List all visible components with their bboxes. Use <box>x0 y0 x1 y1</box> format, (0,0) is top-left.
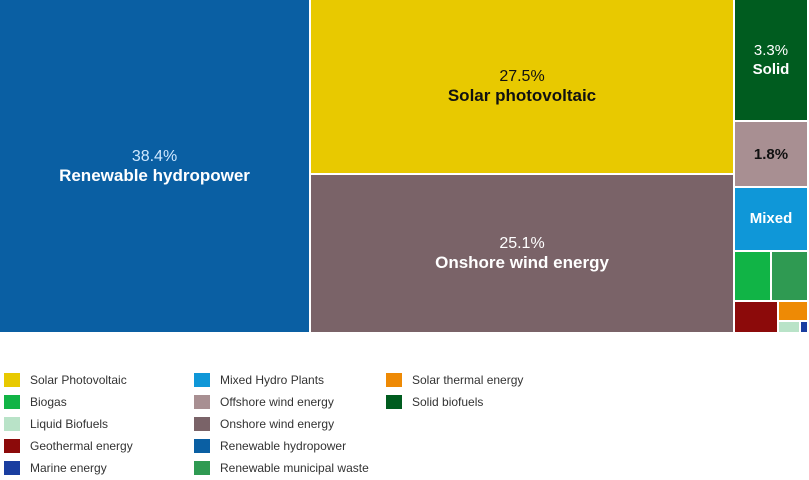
tile-name-label: Mixed <box>749 210 793 227</box>
treemap-tile-geothermal <box>735 302 779 334</box>
tile-percent-label: 1.8% <box>753 145 789 163</box>
legend-label: Mixed Hydro Plants <box>220 373 325 387</box>
tile-percent-label: 38.4% <box>131 147 178 165</box>
tile-percent-label: 27.5% <box>499 68 545 85</box>
legend-label: Solid biofuels <box>412 395 484 409</box>
legend-item: Offshore wind energy <box>194 392 334 412</box>
legend-item: Renewable municipal waste <box>194 458 369 478</box>
treemap-chart: 38.4% Renewable hydropower 27.5% Solar phot… <box>0 0 809 334</box>
treemap-tile-municipal <box>772 252 809 302</box>
tile-name-label: Renewable hydropower <box>59 165 250 185</box>
legend-label: Solar thermal energy <box>412 373 524 387</box>
treemap-tile-liquid <box>779 322 801 334</box>
tile-name-label: Solar photovoltaic <box>447 86 597 105</box>
treemap-tile-onshore: 25.1% Onshore wind energy <box>311 175 735 334</box>
tile-name-label: Onshore wind energy <box>435 253 609 272</box>
legend-item: Biogas <box>4 392 67 412</box>
tile-percent-label: 25.1% <box>499 235 545 252</box>
legend-swatch <box>194 461 210 475</box>
tile-percent-label: 3.3% <box>753 41 789 59</box>
legend-swatch <box>194 373 210 387</box>
legend-label: Liquid Biofuels <box>30 417 109 431</box>
legend-swatch <box>194 439 210 453</box>
legend-label: Solar Photovoltaic <box>30 373 127 387</box>
legend-swatch <box>194 395 210 409</box>
treemap-tile-biogas <box>735 252 772 302</box>
treemap-tile-marine <box>801 322 809 334</box>
legend-swatch <box>386 395 402 409</box>
legend-swatch <box>194 417 210 431</box>
legend-swatch <box>386 373 402 387</box>
legend-item: Solar Photovoltaic <box>4 370 127 390</box>
legend-swatch <box>4 395 20 409</box>
legend-item: Solid biofuels <box>386 392 483 412</box>
legend-swatch <box>4 373 20 387</box>
legend-item: Liquid Biofuels <box>4 414 108 434</box>
legend-label: Offshore wind energy <box>220 395 334 409</box>
legend-label: Renewable hydropower <box>220 439 347 453</box>
legend-label: Onshore wind energy <box>220 417 335 431</box>
legend-label: Biogas <box>30 395 67 409</box>
legend-item: Geothermal energy <box>4 436 133 456</box>
treemap-tile-mixed: Mixed <box>735 188 809 252</box>
legend-item: Renewable hydropower <box>194 436 346 456</box>
treemap-tile-solid: 3.3% Solid <box>735 0 809 122</box>
legend-item: Mixed Hydro Plants <box>194 370 324 390</box>
legend-swatch <box>4 439 20 453</box>
treemap-tile-solar-pv: 27.5% Solar photovoltaic <box>311 0 735 175</box>
legend-item: Solar thermal energy <box>386 370 523 390</box>
legend-label: Geothermal energy <box>30 439 133 453</box>
legend-swatch <box>4 417 20 431</box>
legend-item: Marine energy <box>4 458 107 478</box>
legend-label: Renewable municipal waste <box>220 461 369 475</box>
legend-item: Onshore wind energy <box>194 414 334 434</box>
chart-legend: Solar Photovoltaic Biogas Liquid Biofuels G… <box>0 334 809 480</box>
legend-swatch <box>4 461 20 475</box>
legend-label: Marine energy <box>30 461 107 475</box>
treemap-tile-offshore: 1.8% <box>735 122 809 188</box>
treemap-tile-hydro: 38.4% Renewable hydropower <box>0 0 311 334</box>
treemap-tile-solar-thermal <box>779 302 809 322</box>
tile-name-label: Solid <box>752 60 790 78</box>
